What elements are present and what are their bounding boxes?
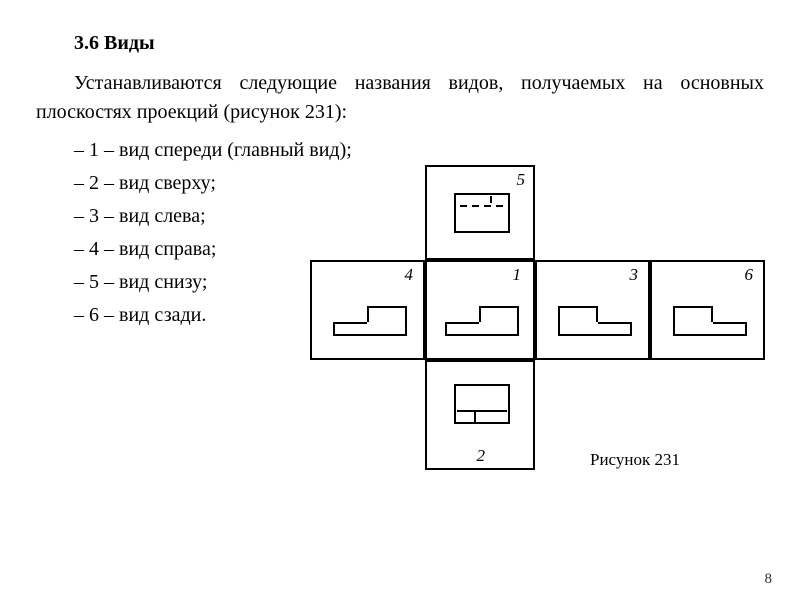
section-heading: 3.6 Виды — [74, 32, 764, 55]
intro-paragraph: Устанавливаются следующие названия видов… — [36, 69, 764, 127]
projection-cell-right1: 3 — [535, 260, 650, 360]
projection-cell-center: 1 — [425, 260, 535, 360]
page-number: 8 — [765, 571, 773, 588]
cell-number: 2 — [477, 446, 486, 466]
projection-cell-top: 5 — [425, 165, 535, 260]
projection-cell-bottom: 2 — [425, 360, 535, 470]
figure-caption: Рисунок 231 — [590, 450, 680, 470]
projection-cell-left: 4 — [310, 260, 425, 360]
cell-number: 6 — [745, 265, 754, 285]
cell-number: 5 — [517, 170, 526, 190]
figure-231: 5 4 1 3 6 2 Рисунок 231 — [280, 165, 770, 500]
cell-number: 4 — [405, 265, 414, 285]
cell-number: 3 — [630, 265, 639, 285]
projection-cell-right2: 6 — [650, 260, 765, 360]
cell-number: 1 — [513, 265, 522, 285]
list-item: – 1 – вид спереди (главный вид); — [74, 135, 764, 166]
